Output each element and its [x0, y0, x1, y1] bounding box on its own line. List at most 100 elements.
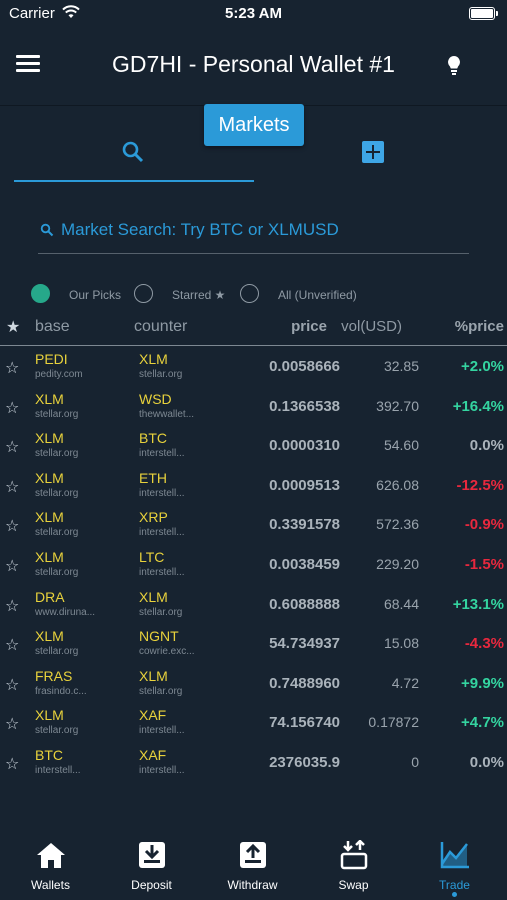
counter-domain: stellar.org — [139, 685, 183, 697]
percent-change: -1.5% — [464, 555, 504, 573]
star-toggle-icon[interactable]: ☆ — [5, 360, 20, 377]
counter-code: XLM — [139, 667, 168, 684]
radio-all-unverified[interactable] — [240, 284, 259, 303]
base-code: XLM — [35, 469, 64, 486]
star-toggle-icon[interactable]: ☆ — [5, 637, 20, 655]
table-row[interactable]: ☆ XLM stellar.org ETH interstell... 0.00… — [0, 466, 507, 506]
add-box-icon — [362, 141, 384, 163]
tab-label-swap: Swap — [338, 878, 369, 892]
counter-code: XAF — [139, 746, 167, 763]
volume-value: 68.44 — [383, 595, 419, 612]
base-code: XLM — [35, 390, 64, 407]
base-domain: frasindo.c... — [35, 685, 87, 697]
counter-code: NGNT — [139, 628, 179, 645]
star-toggle-icon[interactable]: ☆ — [5, 716, 20, 734]
swap-icon — [340, 840, 368, 870]
tab-trade[interactable]: Trade — [404, 828, 505, 900]
search-icon — [122, 141, 144, 163]
counter-code: XRP — [139, 509, 168, 526]
price-value: 0.0058666 — [269, 358, 340, 375]
tab-wallets[interactable]: Wallets — [0, 828, 101, 900]
volume-value: 229.20 — [376, 555, 419, 572]
counter-domain: interstell... — [139, 566, 185, 578]
table-row[interactable]: ☆ XLM stellar.org LTC interstell... 0.00… — [0, 545, 507, 585]
lightbulb-icon[interactable] — [445, 54, 463, 78]
price-value: 54.734937 — [269, 635, 340, 653]
header-star-icon[interactable]: ★ — [6, 319, 21, 336]
base-domain: stellar.org — [35, 646, 79, 658]
tab-active-indicator — [14, 180, 254, 182]
tab-deposit[interactable]: Deposit — [101, 828, 202, 900]
base-domain: www.diruna... — [35, 606, 96, 618]
tab-add-market[interactable] — [254, 130, 494, 182]
header-counter[interactable]: counter — [134, 318, 188, 335]
home-icon — [37, 843, 65, 868]
star-toggle-icon[interactable]: ☆ — [5, 478, 20, 496]
price-value: 0.7488960 — [269, 674, 340, 692]
filter-label-our-picks: Our Picks — [69, 288, 122, 302]
star-toggle-icon[interactable]: ☆ — [5, 399, 20, 417]
radio-starred[interactable] — [134, 284, 153, 303]
table-row[interactable]: ☆ XLM stellar.org XRP interstell... 0.33… — [0, 505, 507, 545]
counter-code: LTC — [139, 548, 165, 565]
counter-domain: interstell... — [139, 448, 185, 460]
wifi-icon — [62, 5, 80, 18]
counter-domain: interstell... — [139, 527, 185, 539]
counter-domain: stellar.org — [139, 369, 183, 380]
counter-domain: interstell... — [139, 764, 185, 776]
volume-value: 32.85 — [383, 358, 419, 374]
star-toggle-icon[interactable]: ☆ — [5, 597, 20, 615]
tab-label-withdraw: Withdraw — [227, 878, 278, 892]
table-row[interactable]: ☆ PEDI pedity.com XLM stellar.org 0.0058… — [0, 347, 507, 387]
base-domain: stellar.org — [35, 566, 79, 578]
star-toggle-icon[interactable]: ☆ — [5, 557, 20, 575]
percent-change: +2.0% — [461, 358, 504, 375]
percent-change: +4.7% — [461, 714, 504, 732]
base-domain: pedity.com — [35, 369, 83, 380]
base-domain: stellar.org — [35, 725, 79, 737]
star-toggle-icon[interactable]: ☆ — [5, 518, 20, 536]
counter-code: XLM — [139, 351, 168, 367]
volume-value: 392.70 — [376, 397, 419, 414]
counter-code: XAF — [139, 707, 167, 724]
radio-our-picks[interactable] — [31, 284, 50, 303]
price-value: 0.6088888 — [269, 595, 340, 613]
table-row[interactable]: ☆ BTC interstell... XAF interstell... 23… — [0, 743, 507, 783]
header-volume[interactable]: vol(USD) — [341, 318, 402, 335]
counter-domain: interstell... — [139, 725, 185, 737]
tab-withdraw[interactable]: Withdraw — [202, 828, 303, 900]
table-row[interactable]: ☆ DRA www.diruna... XLM stellar.org 0.60… — [0, 585, 507, 625]
search-small-icon — [40, 223, 54, 237]
counter-code: WSD — [139, 390, 172, 407]
volume-value: 4.72 — [391, 674, 419, 691]
tab-label-trade: Trade — [439, 878, 470, 892]
price-value: 74.156740 — [269, 714, 340, 732]
table-row[interactable]: ☆ FRAS frasindo.c... XLM stellar.org 0.7… — [0, 664, 507, 704]
percent-change: 0.0% — [469, 437, 504, 455]
tab-swap[interactable]: Swap — [303, 828, 404, 900]
status-bar: Carrier 5:23 AM — [0, 0, 507, 28]
header-base[interactable]: base — [35, 318, 70, 335]
price-value: 2376035.9 — [269, 753, 340, 771]
hamburger-menu-icon[interactable] — [16, 55, 40, 75]
table-row[interactable]: ☆ XLM stellar.org XAF interstell... 74.1… — [0, 703, 507, 743]
table-row[interactable]: ☆ XLM stellar.org NGNT cowrie.exc... 54.… — [0, 624, 507, 664]
base-code: BTC — [35, 746, 63, 763]
header-percent-price[interactable]: %price — [454, 318, 504, 335]
header-price[interactable]: price — [291, 318, 327, 335]
market-search-input[interactable]: Market Search: Try BTC or XLMUSD — [38, 214, 469, 254]
market-filter-group: Our Picks Starred ★ All (Unverified) — [0, 282, 507, 306]
table-row[interactable]: ☆ XLM stellar.org BTC interstell... 0.00… — [0, 426, 507, 466]
price-value: 0.0038459 — [269, 555, 340, 573]
table-row[interactable]: ☆ XLM stellar.org WSD thewwallet... 0.13… — [0, 387, 507, 427]
filter-label-all: All (Unverified) — [278, 288, 357, 302]
volume-value: 572.36 — [376, 516, 419, 533]
counter-domain: thewwallet... — [139, 408, 195, 420]
tab-search[interactable] — [14, 130, 254, 182]
star-toggle-icon[interactable]: ☆ — [5, 439, 20, 457]
star-toggle-icon[interactable]: ☆ — [5, 755, 20, 773]
price-value: 0.3391578 — [269, 516, 340, 534]
search-placeholder: Market Search: Try BTC or XLMUSD — [61, 220, 339, 239]
star-toggle-icon[interactable]: ☆ — [5, 676, 20, 694]
percent-change: +9.9% — [461, 674, 504, 692]
